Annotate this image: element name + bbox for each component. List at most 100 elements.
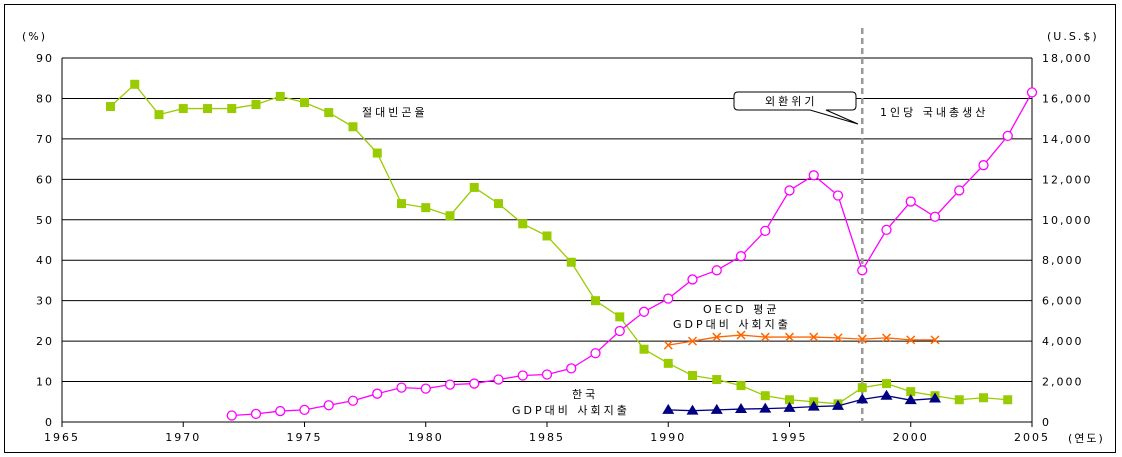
x-tick-label: 1990	[650, 431, 686, 444]
right-tick-label: 2,000	[1042, 376, 1084, 389]
data-point-x	[881, 333, 892, 343]
data-point-square	[785, 395, 794, 405]
data-point-x	[833, 333, 843, 343]
data-point-square	[203, 104, 212, 114]
data-point-triangle	[735, 403, 747, 414]
data-point-triangle	[929, 392, 941, 403]
data-point-x	[857, 334, 867, 344]
data-point-x	[663, 340, 673, 350]
data-point-triangle	[662, 403, 675, 414]
data-point-circle	[735, 251, 747, 262]
x-tick-label: 1965	[44, 431, 80, 444]
tick-labels: 0 10 20 30 40 50 60 70 80 90 0 2,000 4,000 6,000 8,000…	[36, 52, 1093, 444]
data-point-circle	[881, 224, 892, 236]
x-axis-label: (연도)	[1068, 432, 1105, 445]
data-point-circle	[1026, 87, 1038, 98]
left-tick-label: 0	[45, 416, 54, 429]
data-point-square	[251, 100, 261, 110]
data-point-circle	[857, 265, 868, 276]
x-tick-label: 1980	[408, 431, 444, 444]
series-line-3	[668, 395, 936, 412]
data-point-circle	[347, 395, 359, 406]
x-tick-label: 1975	[287, 431, 323, 444]
data-point-triangle	[686, 404, 699, 415]
left-tick-label: 90	[36, 52, 54, 65]
data-point-square	[227, 104, 237, 114]
right-tick-label: 4,000	[1042, 335, 1084, 348]
data-point-square	[882, 379, 891, 389]
data-point-square	[954, 395, 964, 405]
data-point-circle	[444, 379, 456, 390]
data-point-circle	[905, 196, 916, 207]
data-point-square	[736, 381, 746, 391]
data-point-circle	[469, 378, 480, 389]
data-point-circle	[323, 400, 334, 411]
data-point-square	[300, 97, 309, 107]
data-point-circle	[711, 265, 722, 276]
data-point-circle	[929, 211, 941, 222]
data-point-circle	[226, 410, 237, 421]
data-point-square	[688, 370, 697, 380]
data-point-triangle	[880, 389, 893, 400]
data-point-circle	[614, 325, 625, 337]
data-point-circle	[493, 374, 504, 385]
crisis-callout: 외환위기	[733, 91, 859, 125]
right-tick-label: 6,000	[1042, 295, 1084, 308]
left-tick-label: 80	[36, 92, 54, 105]
right-axis-label: (U.S.$)	[1047, 30, 1099, 43]
right-tick-label: 16,000	[1042, 92, 1093, 105]
data-point-square	[106, 102, 115, 112]
series-line-2	[668, 334, 935, 346]
data-point-circle	[954, 185, 965, 196]
data-point-square	[324, 108, 334, 118]
gridlines	[62, 57, 1032, 383]
data-point-square	[566, 257, 576, 267]
data-point-x	[712, 332, 722, 342]
data-point-square	[421, 203, 431, 213]
data-point-square	[712, 375, 722, 385]
data-point-triangle	[832, 399, 844, 410]
left-tick-label: 60	[36, 173, 54, 186]
poverty-series-label: 절대빈곤율	[362, 106, 428, 119]
crisis-callout-box	[733, 91, 859, 125]
data-point-x	[736, 330, 746, 340]
x-tick-label: 2005	[1014, 431, 1050, 444]
data-point-triangle	[783, 401, 796, 412]
right-tick-label: 0	[1042, 416, 1051, 429]
left-axis-label: (%)	[22, 30, 47, 43]
data-point-square	[372, 148, 382, 158]
left-tick-label: 10	[36, 376, 54, 389]
data-point-circle	[808, 170, 819, 181]
x-tick-label: 1970	[165, 431, 201, 444]
data-point-square	[469, 182, 479, 192]
right-tick-label: 14,000	[1042, 133, 1093, 146]
data-point-circle	[687, 274, 698, 285]
data-point-circle	[638, 306, 650, 317]
data-point-circle	[760, 225, 771, 237]
axes	[61, 28, 1033, 427]
data-point-x	[784, 332, 795, 342]
crisis-callout-label: 외환위기	[765, 95, 817, 108]
data-point-circle	[372, 388, 383, 399]
data-point-x	[930, 335, 940, 345]
data-point-square	[639, 344, 649, 354]
data-point-circle	[541, 369, 553, 380]
x-tick-label: 2000	[893, 431, 929, 444]
x-tick-label: 1985	[529, 431, 565, 444]
data-point-circle	[784, 185, 795, 196]
gdp-series-label: 1인당 국내총생산	[880, 106, 988, 119]
data-point-square	[154, 110, 164, 120]
data-point-circle	[978, 160, 989, 171]
data-point-circle	[1002, 130, 1013, 142]
data-point-square	[1003, 395, 1013, 405]
chart-frame	[4, 4, 1116, 453]
korea-label-line1: 한국	[572, 388, 598, 401]
data-point-square	[857, 383, 867, 393]
data-point-square	[615, 312, 625, 322]
data-point-triangle	[759, 402, 772, 413]
left-tick-label: 70	[36, 133, 54, 146]
data-point-square	[518, 219, 528, 229]
series-layer	[106, 79, 1038, 421]
data-point-square	[663, 358, 673, 368]
data-point-square	[542, 231, 552, 241]
